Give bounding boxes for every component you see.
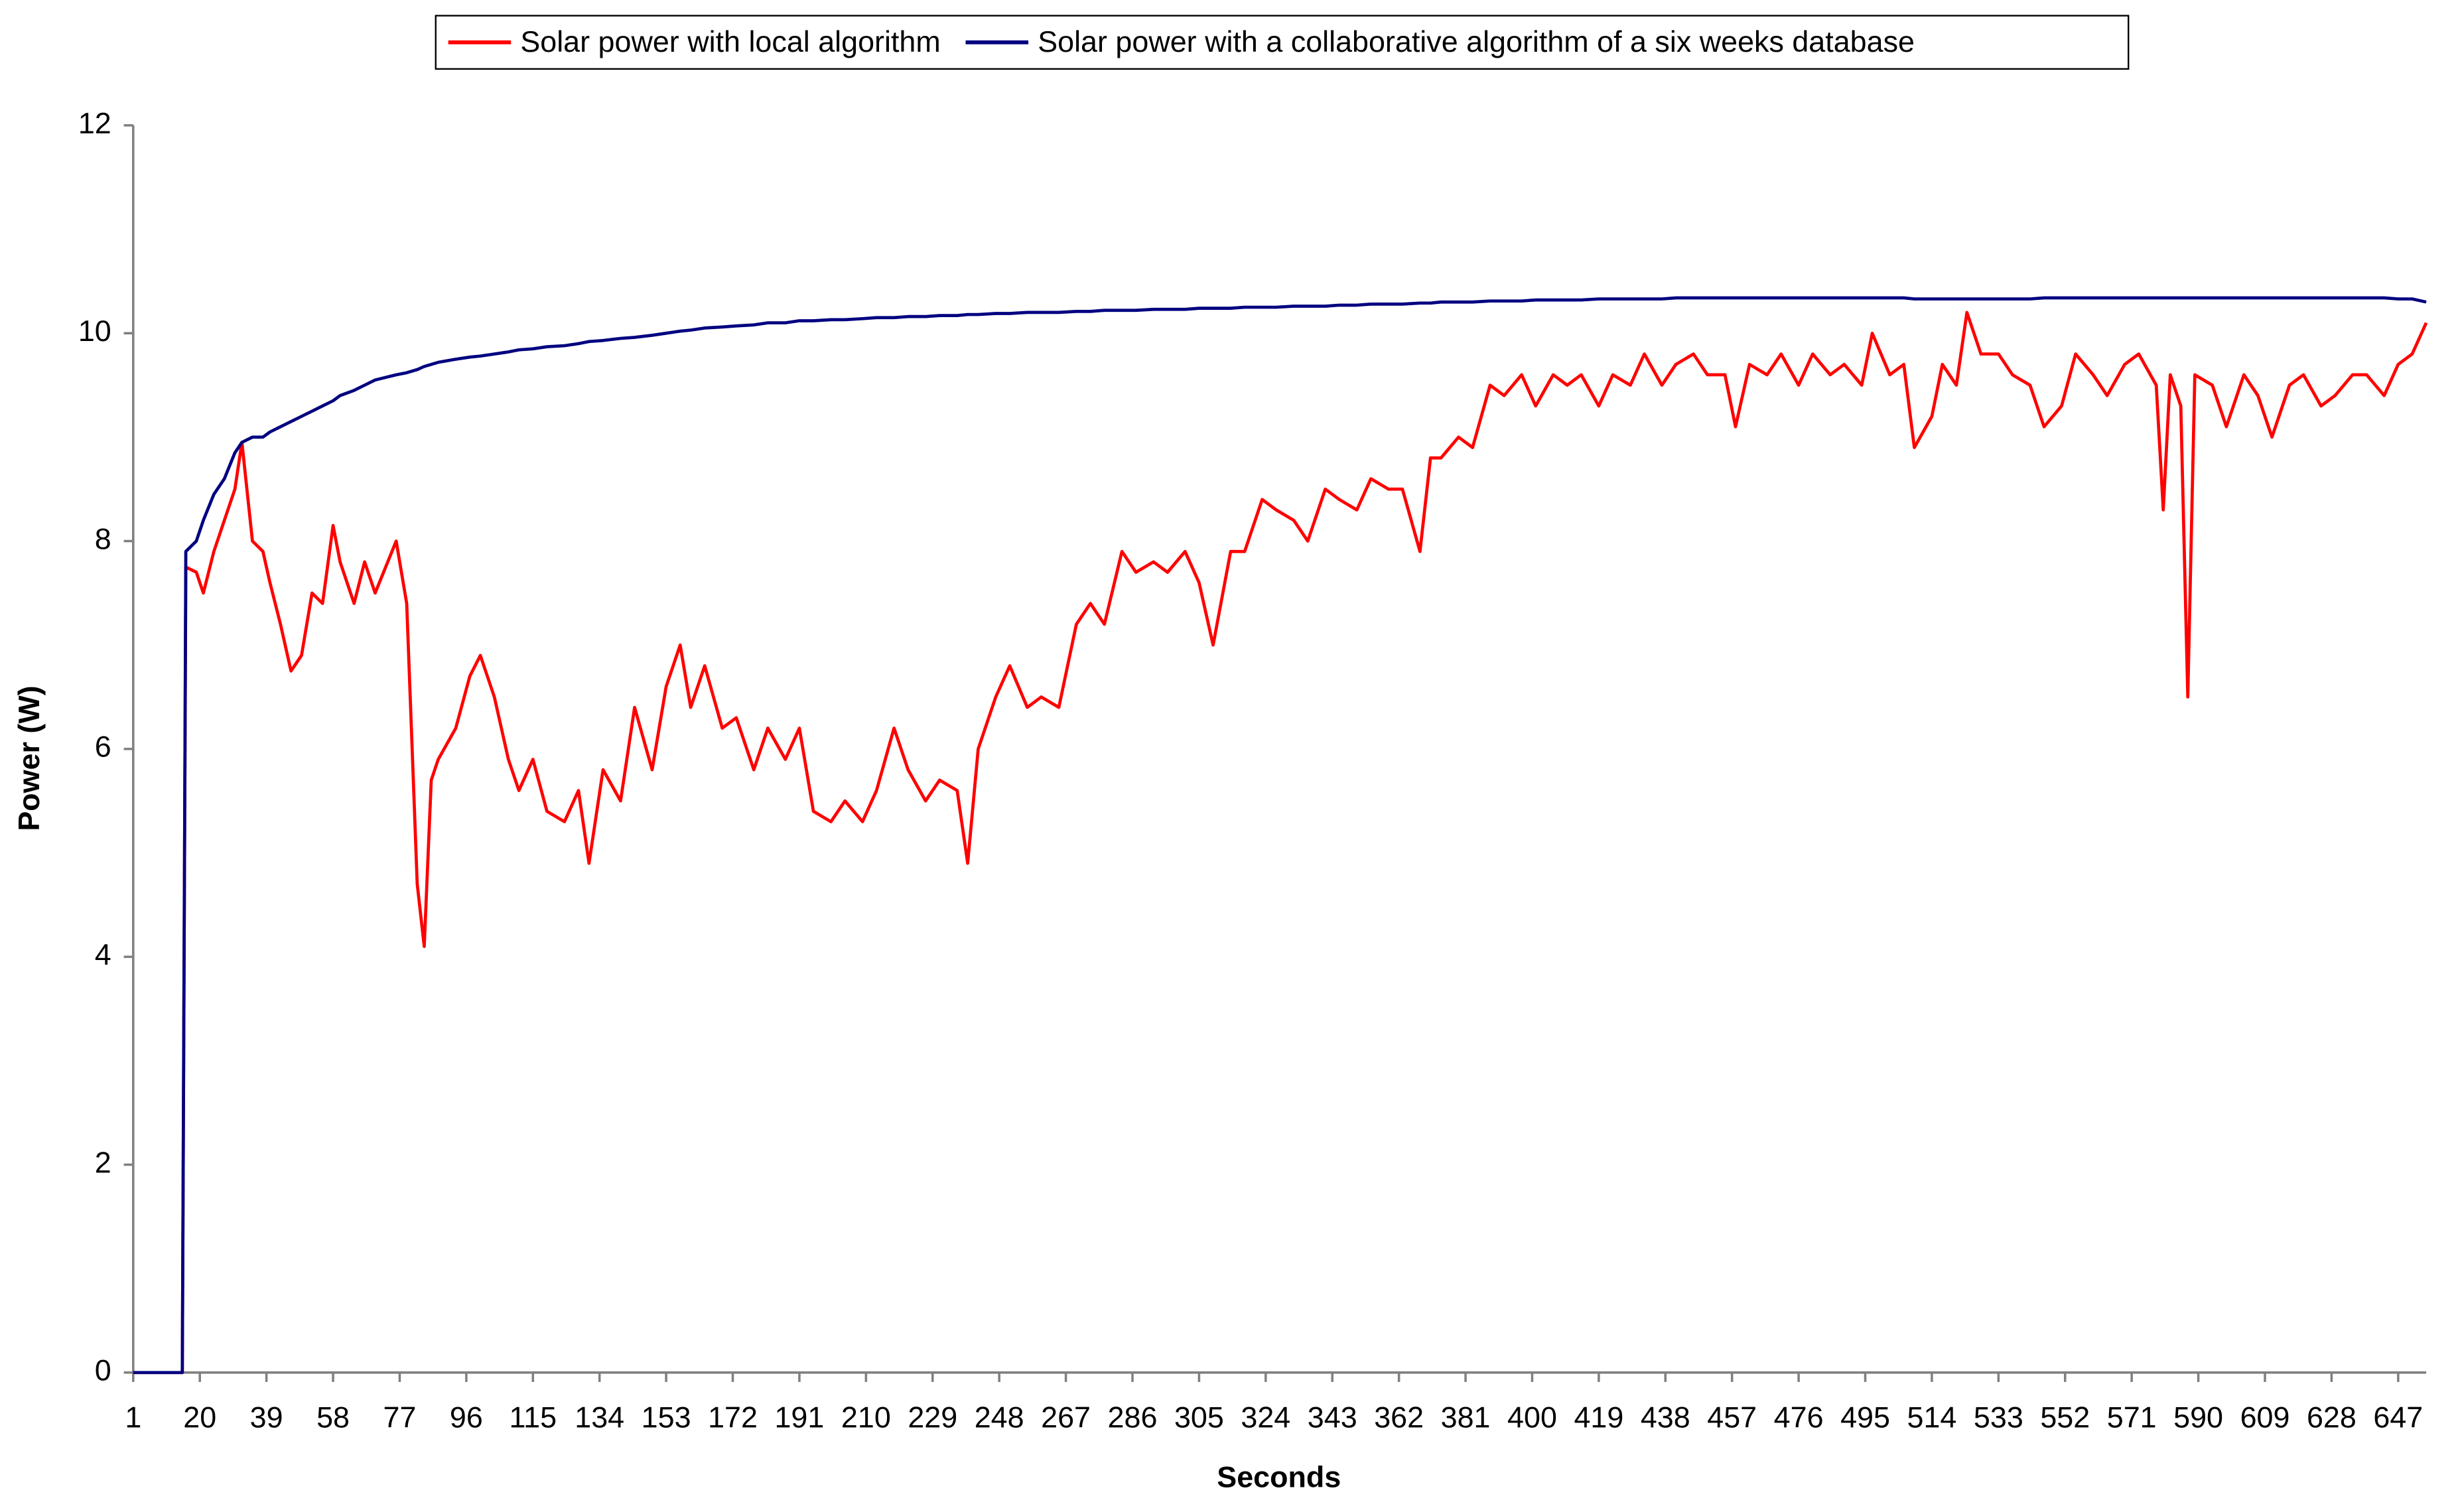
- y-tick-label: 0: [95, 1353, 111, 1387]
- x-tick-label: 381: [1441, 1401, 1491, 1434]
- x-tick-label: 400: [1507, 1401, 1557, 1434]
- x-tick-label: 134: [575, 1401, 624, 1434]
- x-tick-label: 58: [316, 1401, 350, 1434]
- x-tick-label: 552: [2040, 1401, 2090, 1434]
- x-tick-label: 324: [1241, 1401, 1290, 1434]
- x-tick-label: 286: [1108, 1401, 1158, 1434]
- x-tick-label: 438: [1641, 1401, 1690, 1434]
- x-tick-label: 590: [2173, 1401, 2223, 1434]
- y-axis-title: Power (W): [12, 685, 46, 831]
- x-tick-label: 96: [450, 1401, 483, 1434]
- x-tick-label: 172: [708, 1401, 758, 1434]
- x-tick-label: 362: [1374, 1401, 1424, 1434]
- x-tick-label: 571: [2107, 1401, 2157, 1434]
- x-tick-label: 533: [1974, 1401, 2023, 1434]
- x-tick-label: 20: [183, 1401, 216, 1434]
- x-tick-label: 229: [908, 1401, 957, 1434]
- x-tick-label: 419: [1574, 1401, 1623, 1434]
- y-tick-label: 10: [78, 314, 111, 348]
- x-tick-label: 77: [383, 1401, 417, 1434]
- legend-label: Solar power with local algorithm: [520, 25, 940, 58]
- y-tick-label: 8: [95, 521, 111, 555]
- x-tick-label: 210: [841, 1401, 891, 1434]
- series-line: [133, 296, 2427, 1375]
- x-tick-label: 514: [1907, 1401, 1957, 1434]
- x-tick-label: 628: [2307, 1401, 2356, 1434]
- legend-box: [435, 15, 2130, 70]
- x-tick-label: 248: [975, 1401, 1024, 1434]
- x-tick-label: 647: [2373, 1401, 2423, 1434]
- x-tick-label: 495: [1840, 1401, 1890, 1434]
- y-tick-label: 2: [95, 1145, 111, 1179]
- x-tick-label: 609: [2240, 1401, 2290, 1434]
- y-tick-label: 12: [78, 106, 111, 140]
- x-tick-label: 115: [510, 1401, 557, 1434]
- x-tick-label: 153: [642, 1401, 691, 1434]
- x-tick-label: 191: [774, 1401, 824, 1434]
- legend-label: Solar power with a collaborative algorit…: [1038, 25, 1915, 58]
- x-tick-label: 305: [1174, 1401, 1224, 1434]
- x-tick-label: 39: [250, 1401, 283, 1434]
- series-line: [133, 310, 2428, 1375]
- y-tick-label: 4: [95, 937, 111, 971]
- x-tick-label: 1: [125, 1401, 141, 1434]
- y-tick-label: 6: [95, 730, 111, 764]
- x-axis-title: Seconds: [1217, 1460, 1341, 1493]
- x-tick-label: 476: [1774, 1401, 1824, 1434]
- x-tick-label: 267: [1041, 1401, 1091, 1434]
- x-tick-label: 457: [1707, 1401, 1757, 1434]
- x-tick-label: 343: [1308, 1401, 1357, 1434]
